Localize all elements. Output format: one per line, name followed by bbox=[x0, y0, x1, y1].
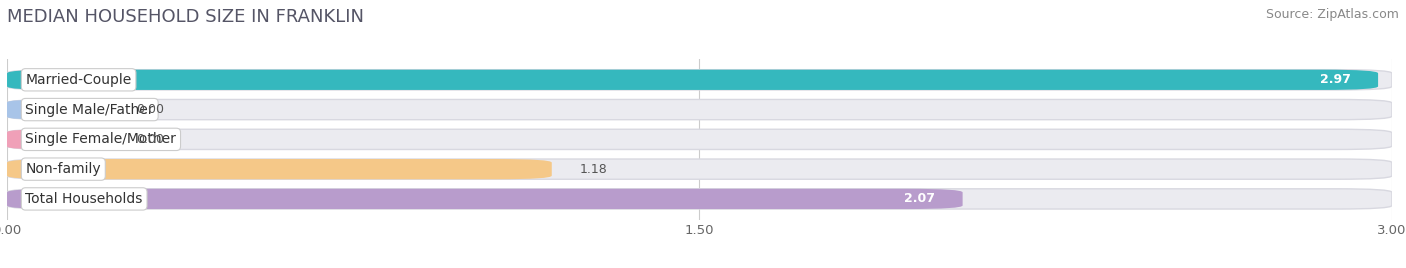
Text: 0.00: 0.00 bbox=[136, 103, 165, 116]
Text: 1.18: 1.18 bbox=[579, 163, 607, 176]
Text: 2.97: 2.97 bbox=[1319, 73, 1350, 86]
FancyBboxPatch shape bbox=[7, 189, 1392, 209]
FancyBboxPatch shape bbox=[7, 99, 1392, 120]
FancyBboxPatch shape bbox=[7, 70, 1392, 90]
FancyBboxPatch shape bbox=[7, 159, 551, 179]
Text: Non-family: Non-family bbox=[25, 162, 101, 176]
Text: Total Households: Total Households bbox=[25, 192, 143, 206]
Text: Single Female/Mother: Single Female/Mother bbox=[25, 132, 176, 146]
Text: MEDIAN HOUSEHOLD SIZE IN FRANKLIN: MEDIAN HOUSEHOLD SIZE IN FRANKLIN bbox=[7, 8, 364, 26]
Text: Married-Couple: Married-Couple bbox=[25, 73, 132, 87]
Text: 0.00: 0.00 bbox=[136, 133, 165, 146]
FancyBboxPatch shape bbox=[7, 159, 1392, 179]
Text: Single Male/Father: Single Male/Father bbox=[25, 103, 155, 117]
FancyBboxPatch shape bbox=[7, 99, 90, 120]
FancyBboxPatch shape bbox=[7, 129, 90, 150]
Text: 2.07: 2.07 bbox=[904, 192, 935, 205]
FancyBboxPatch shape bbox=[7, 189, 963, 209]
FancyBboxPatch shape bbox=[7, 70, 1378, 90]
FancyBboxPatch shape bbox=[7, 129, 1392, 150]
Text: Source: ZipAtlas.com: Source: ZipAtlas.com bbox=[1265, 8, 1399, 21]
